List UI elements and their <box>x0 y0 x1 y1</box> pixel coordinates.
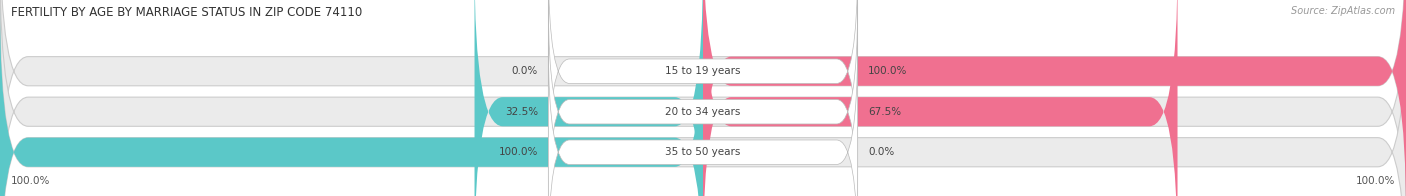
FancyBboxPatch shape <box>703 0 1178 196</box>
FancyBboxPatch shape <box>548 0 858 181</box>
FancyBboxPatch shape <box>548 43 858 196</box>
Text: 100.0%: 100.0% <box>1355 176 1395 186</box>
FancyBboxPatch shape <box>548 2 858 196</box>
Text: 100.0%: 100.0% <box>11 176 51 186</box>
Text: 35 to 50 years: 35 to 50 years <box>665 147 741 157</box>
Text: Source: ZipAtlas.com: Source: ZipAtlas.com <box>1291 6 1395 16</box>
Text: 67.5%: 67.5% <box>869 107 901 117</box>
Text: 15 to 19 years: 15 to 19 years <box>665 66 741 76</box>
Text: 0.0%: 0.0% <box>512 66 537 76</box>
FancyBboxPatch shape <box>475 0 703 196</box>
FancyBboxPatch shape <box>0 5 703 196</box>
FancyBboxPatch shape <box>0 5 1406 196</box>
Text: 0.0%: 0.0% <box>869 147 894 157</box>
Text: 20 to 34 years: 20 to 34 years <box>665 107 741 117</box>
Text: 32.5%: 32.5% <box>505 107 537 117</box>
Text: 100.0%: 100.0% <box>498 147 537 157</box>
Text: 100.0%: 100.0% <box>869 66 908 76</box>
FancyBboxPatch shape <box>703 0 1406 196</box>
Text: FERTILITY BY AGE BY MARRIAGE STATUS IN ZIP CODE 74110: FERTILITY BY AGE BY MARRIAGE STATUS IN Z… <box>11 6 363 19</box>
